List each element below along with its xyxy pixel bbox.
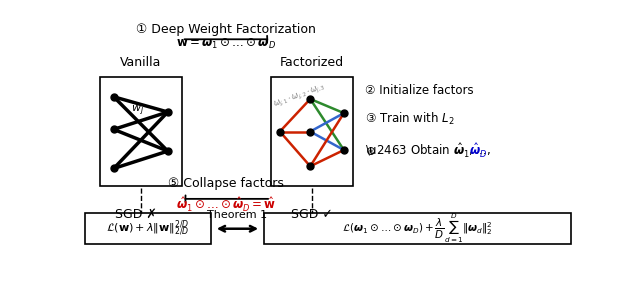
Text: $w_j$: $w_j$ — [131, 103, 145, 118]
Text: $\hat{\boldsymbol{\omega}}_1 \odot \ldots \odot \hat{\boldsymbol{\omega}}_D = \h: $\hat{\boldsymbol{\omega}}_1 \odot \ldot… — [176, 196, 276, 214]
Bar — [100, 77, 182, 186]
Text: $\mathcal{L}(\mathbf{w}) + \lambda\|\mathbf{w}\|_{2/D}^{2/D}$: $\mathcal{L}(\mathbf{w}) + \lambda\|\mat… — [106, 219, 190, 239]
Text: $\omega_{j,1}\cdot\omega_{j,2}\cdot\omega_{j,3}$: $\omega_{j,1}\cdot\omega_{j,2}\cdot\omeg… — [272, 81, 327, 111]
Bar — [85, 213, 211, 244]
Text: $\circledast$: $\circledast$ — [365, 145, 376, 158]
Text: $\mathbf{w} = \boldsymbol{\omega}_1 \odot \ldots \odot \boldsymbol{\omega}_D$: $\mathbf{w} = \boldsymbol{\omega}_1 \odo… — [176, 37, 276, 51]
Text: ③ Train with $L_2$: ③ Train with $L_2$ — [365, 111, 455, 127]
Text: Vanilla: Vanilla — [120, 56, 161, 69]
Text: SGD ✗: SGD ✗ — [115, 208, 157, 221]
Text: \u2463 Obtain $\hat{\boldsymbol{\omega}}_1,\ldots,$: \u2463 Obtain $\hat{\boldsymbol{\omega}}… — [365, 142, 492, 160]
Text: ① Deep Weight Factorization: ① Deep Weight Factorization — [136, 23, 316, 36]
Text: ⑤ Collapse factors: ⑤ Collapse factors — [168, 177, 284, 190]
Text: SGD ✓: SGD ✓ — [291, 208, 333, 221]
Text: $\mathcal{L}(\boldsymbol{\omega}_1 \odot \ldots \odot \boldsymbol{\omega}_D) + \: $\mathcal{L}(\boldsymbol{\omega}_1 \odot… — [342, 212, 493, 245]
Text: ② Initialize factors: ② Initialize factors — [365, 84, 474, 97]
Bar — [264, 213, 571, 244]
Text: Factorized: Factorized — [280, 56, 344, 69]
Text: $\hat{\boldsymbol{\omega}}_D$: $\hat{\boldsymbol{\omega}}_D$ — [469, 142, 488, 160]
Text: Theorem 1: Theorem 1 — [207, 210, 268, 220]
Bar — [271, 77, 353, 186]
